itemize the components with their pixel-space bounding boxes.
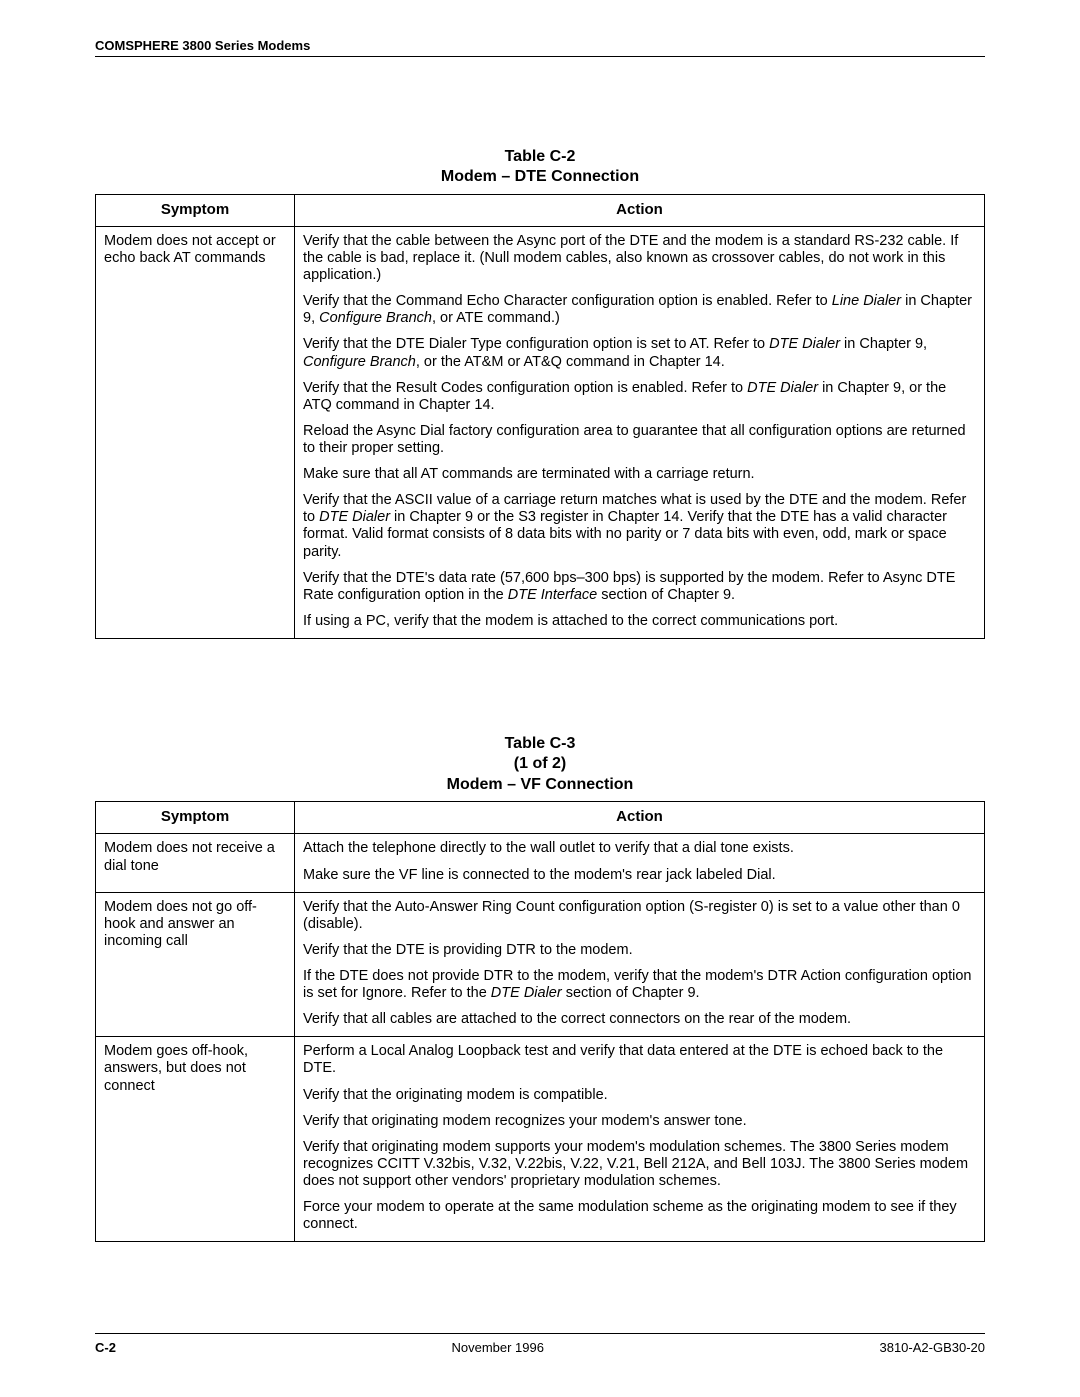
action-item: Verify that the Command Echo Character c… <box>303 293 976 327</box>
page: COMSPHERE 3800 Series Modems Table C-2 M… <box>0 0 1080 1397</box>
action-item: Verify that the DTE is providing DTR to … <box>303 942 976 959</box>
table-c2-caption: Table C-2 Modem – DTE Connection <box>95 147 985 188</box>
caption-line: Table C-3 <box>505 735 576 752</box>
symptom-cell: Modem goes off-hook, answers, but does n… <box>96 1037 295 1242</box>
symptom-cell: Modem does not go off-hook and answer an… <box>96 892 295 1037</box>
action-item: If using a PC, verify that the modem is … <box>303 613 976 630</box>
caption-line: Modem – DTE Connection <box>441 168 639 185</box>
action-item: Verify that originating modem recognizes… <box>303 1113 976 1130</box>
action-item: Verify that the Auto-Answer Ring Count c… <box>303 899 976 933</box>
table-c3: Symptom Action Modem does not receive a … <box>95 801 985 1242</box>
action-item: Make sure that all AT commands are termi… <box>303 466 976 483</box>
table-c3-caption: Table C-3 (1 of 2) Modem – VF Connection <box>95 734 985 795</box>
table-header-row: Symptom Action <box>96 802 985 834</box>
table-c2-body: Modem does not accept or echo back AT co… <box>96 226 985 638</box>
table-c3-body: Modem does not receive a dial tone Attach… <box>96 834 985 1242</box>
caption-line: Modem – VF Connection <box>447 776 634 793</box>
symptom-cell: Modem does not accept or echo back AT co… <box>96 226 295 638</box>
action-cell: Attach the telephone directly to the wal… <box>295 834 985 892</box>
action-item: Verify that the DTE's data rate (57,600 … <box>303 570 976 604</box>
action-item: Verify that the DTE Dialer Type configur… <box>303 336 976 370</box>
action-item: Make sure the VF line is connected to th… <box>303 867 976 884</box>
table-c2: Symptom Action Modem does not accept or … <box>95 194 985 639</box>
action-item: Verify that the cable between the Async … <box>303 233 976 284</box>
caption-line: Table C-2 <box>505 148 576 165</box>
table-row: Modem does not accept or echo back AT co… <box>96 226 985 638</box>
action-item: If the DTE does not provide DTR to the m… <box>303 968 976 1002</box>
action-item: Force your modem to operate at the same … <box>303 1199 976 1233</box>
running-header: COMSPHERE 3800 Series Modems <box>95 38 985 57</box>
table-row: Modem does not go off-hook and answer an… <box>96 892 985 1037</box>
action-item: Verify that the ASCII value of a carriag… <box>303 492 976 560</box>
action-item: Attach the telephone directly to the wal… <box>303 840 976 857</box>
symptom-cell: Modem does not receive a dial tone <box>96 834 295 892</box>
footer-page: C-2 <box>95 1340 116 1355</box>
table-c3-block: Table C-3 (1 of 2) Modem – VF Connection… <box>95 734 985 1242</box>
col-header-symptom: Symptom <box>96 802 295 834</box>
action-cell: Perform a Local Analog Loopback test and… <box>295 1037 985 1242</box>
footer-date: November 1996 <box>451 1340 544 1355</box>
page-footer: C-2 November 1996 3810-A2-GB30-20 <box>95 1333 985 1355</box>
table-c2-block: Table C-2 Modem – DTE Connection Symptom… <box>95 147 985 639</box>
action-item: Verify that the Result Codes configurati… <box>303 380 976 414</box>
action-item: Reload the Async Dial factory configurat… <box>303 423 976 457</box>
col-header-symptom: Symptom <box>96 194 295 226</box>
footer-docnum: 3810-A2-GB30-20 <box>879 1340 985 1355</box>
action-item: Verify that the originating modem is com… <box>303 1087 976 1104</box>
action-item: Verify that all cables are attached to t… <box>303 1011 976 1028</box>
table-row: Modem goes off-hook, answers, but does n… <box>96 1037 985 1242</box>
caption-line: (1 of 2) <box>514 755 566 772</box>
table-row: Modem does not receive a dial tone Attach… <box>96 834 985 892</box>
col-header-action: Action <box>295 194 985 226</box>
action-cell: Verify that the cable between the Async … <box>295 226 985 638</box>
table-header-row: Symptom Action <box>96 194 985 226</box>
col-header-action: Action <box>295 802 985 834</box>
action-item: Perform a Local Analog Loopback test and… <box>303 1043 976 1077</box>
action-item: Verify that originating modem supports y… <box>303 1139 976 1190</box>
action-cell: Verify that the Auto-Answer Ring Count c… <box>295 892 985 1037</box>
